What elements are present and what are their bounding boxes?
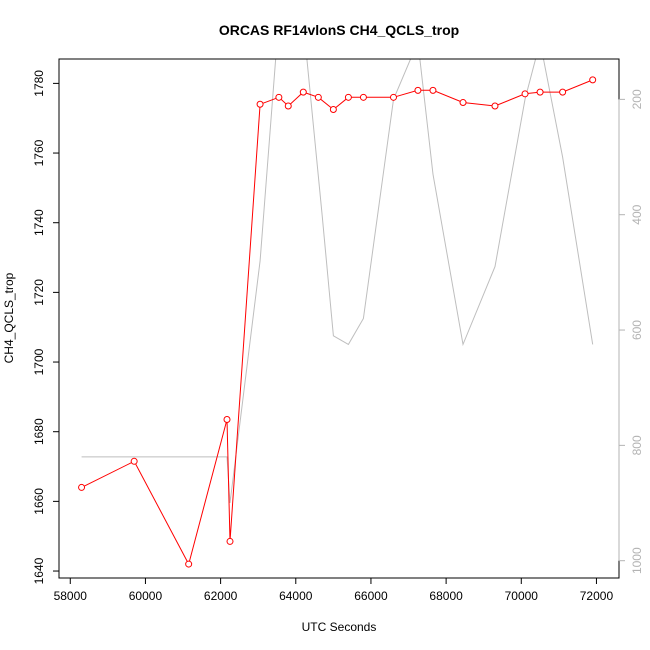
x-tick-label: 62000 (204, 589, 238, 603)
left-series-layer (78, 76, 597, 568)
data-point (491, 102, 499, 110)
y-tick-label: 1700 (32, 348, 46, 375)
data-point (314, 93, 322, 101)
data-point (414, 86, 422, 94)
series-line-1 (81, 59, 594, 504)
y-tick-label: 1640 (32, 557, 46, 584)
data-point (359, 93, 367, 101)
y2-tick-label: 200 (630, 89, 644, 109)
data-point (559, 88, 567, 96)
y-axis-left: 1640 1660 1680 1700 1720 1740 1760 1780 (32, 70, 60, 584)
data-point (78, 483, 86, 491)
y-axis-label: CH4_QCLS_trop (2, 272, 16, 363)
data-point (521, 90, 529, 98)
data-point (389, 93, 397, 101)
y-tick-label: 1740 (32, 209, 46, 236)
data-point (589, 76, 597, 84)
data-point (185, 560, 193, 568)
data-point (536, 88, 544, 96)
data-point (329, 106, 337, 114)
y-tick-label: 1720 (32, 279, 46, 306)
plot-frame (58, 58, 620, 579)
data-point (130, 457, 138, 465)
x-tick-label: 70000 (505, 589, 539, 603)
x-tick-label: 66000 (354, 589, 388, 603)
x-tick-label: 60000 (129, 589, 163, 603)
y2-tick-label: 600 (630, 320, 644, 340)
y-tick-label: 1780 (32, 70, 46, 97)
data-point (223, 416, 231, 424)
y-tick-label: 1660 (32, 488, 46, 515)
data-point (226, 537, 234, 545)
y-tick-label: 1760 (32, 139, 46, 166)
data-point (275, 93, 283, 101)
y-axis-right: 200 400 600 800 1000 (618, 89, 644, 574)
right-series-layer (81, 59, 594, 504)
data-point (344, 93, 352, 101)
series-line-0 (81, 79, 593, 566)
x-tick-label: 64000 (279, 589, 313, 603)
y2-tick-label: 1000 (630, 547, 644, 574)
x-axis-label: UTC Seconds (302, 620, 377, 634)
x-axis: 58000 60000 62000 64000 66000 68000 70000 72000 (54, 577, 614, 603)
x-tick-label: 68000 (429, 589, 463, 603)
data-point (459, 99, 467, 107)
data-point (429, 86, 437, 94)
data-point (284, 102, 292, 110)
x-tick-label: 72000 (580, 589, 614, 603)
chart-title: ORCAS RF14vlonS CH4_QCLS_trop (219, 22, 459, 38)
y2-tick-label: 800 (630, 435, 644, 455)
data-point (256, 100, 264, 108)
y2-tick-label: 400 (630, 204, 644, 224)
data-point (299, 88, 307, 96)
x-tick-label: 58000 (54, 589, 88, 603)
y-tick-label: 1680 (32, 418, 46, 445)
